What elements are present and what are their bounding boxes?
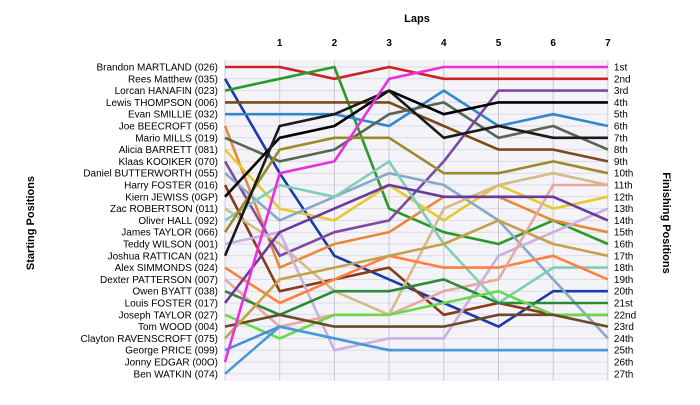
finishing-position-label: 11th [614, 181, 633, 192]
finishing-position-label: 7th [614, 133, 628, 144]
finishing-position-label: 5th [614, 110, 628, 121]
series-line-27 [224, 325, 608, 375]
starting-position-label: Joshua RATTICAN (021) [108, 251, 218, 262]
starting-position-label: Klaas KOOIKER (070) [119, 157, 218, 168]
starting-position-label: Lorcan HANAFIN (023) [115, 86, 218, 97]
finishing-position-label: 25th [614, 346, 633, 357]
starting-position-label: Alicia BARRETT (081) [119, 145, 218, 156]
finishing-position-label: 27th [614, 369, 633, 380]
lap-tick-label: 4 [441, 38, 447, 49]
series-line-26 [223, 65, 608, 363]
chart-title: Laps [404, 13, 430, 25]
series-line-15 [223, 136, 609, 233]
starting-position-label: James TAYLOR (066) [121, 228, 218, 239]
series-line-16 [224, 207, 609, 352]
series-line-3 [224, 65, 609, 246]
starting-position-label: Oliver HALL (092) [138, 216, 218, 227]
starting-position-label: Teddy WILSON (001) [123, 240, 218, 251]
finishing-position-label: 21st [614, 299, 633, 310]
series-line-23 [224, 313, 609, 328]
finishing-position-label: 18th [614, 263, 633, 274]
series-line-19 [224, 183, 608, 328]
finishing-position-label: 16th [614, 240, 633, 251]
lap-tick-label: 6 [550, 38, 556, 49]
starting-position-label: Rees Matthew (035) [128, 74, 218, 85]
lap-tick-label: 2 [332, 38, 338, 49]
lap-tick-label: 3 [386, 38, 392, 49]
series-line-12 [224, 89, 608, 198]
finishing-position-label: 19th [614, 275, 633, 286]
starting-position-label: Joe BEECROFT (056) [119, 122, 218, 133]
starting-position-label: Brandon MARTLAND (026) [96, 63, 218, 74]
finishing-position-label: 12th [614, 192, 633, 203]
finishing-position-label: 4th [614, 98, 628, 109]
starting-position-label: Kiern JEWISS (0GP) [125, 192, 218, 203]
labels-group: 1 2 3 4 5 6 7 Brandon MARTLAND (026)Rees Matthe… [81, 38, 637, 380]
starting-position-label: Jonny EDGAR (00O) [125, 358, 218, 369]
starting-position-label: Daniel BUTTERWORTH (055) [83, 169, 218, 180]
series-line-7 [224, 101, 609, 163]
series-line-21 [223, 183, 609, 304]
starting-position-label: Clayton RAVENSCROFT (075) [81, 334, 218, 345]
lap-tick-label: 7 [605, 38, 611, 49]
starting-position-label: George PRICE (099) [125, 346, 218, 357]
y-axis-left-title: Starting Positions [25, 176, 37, 270]
series-line-22 [224, 289, 608, 340]
starting-position-label: Zac ROBERTSON (011) [110, 204, 218, 215]
series-line-6 [223, 125, 609, 269]
starting-position-label: Joseph TAYLOR (027) [119, 310, 219, 321]
series-line-20 [224, 278, 608, 317]
finishing-position-label: 17th [614, 251, 633, 262]
starting-position-label: Mario MILLS (019) [135, 133, 218, 144]
finishing-position-label: 24th [614, 334, 633, 345]
finishing-position-label: 9th [614, 157, 628, 168]
finishing-position-label: 15th [614, 228, 633, 239]
series-line-10 [224, 171, 609, 340]
starting-position-label: Louis FOSTER (017) [125, 299, 218, 310]
finishing-position-label: 14th [614, 216, 633, 227]
finishing-position-label: 8th [614, 145, 628, 156]
y-axis-right-title: Finishing Positions [660, 172, 672, 273]
finishing-position-label: 22nd [614, 310, 636, 321]
starting-position-label: Lewis THOMPSON (006) [106, 98, 218, 109]
finishing-position-label: 20th [614, 287, 633, 298]
starting-position-label: Dexter PATTERSON (007) [100, 275, 218, 286]
starting-position-label: Evan SMILLIE (032) [128, 110, 218, 121]
series-group [223, 65, 609, 375]
finishing-position-label: 2nd [614, 74, 631, 85]
lap-tick-label: 5 [496, 38, 502, 49]
series-line-24 [224, 219, 609, 340]
finishing-position-label: 26th [614, 358, 633, 369]
starting-position-label: Owen BYATT (038) [132, 287, 218, 298]
series-line-17 [223, 89, 608, 257]
starting-position-label: Tom WOOD (004) [138, 322, 218, 333]
lap-tick-label: 1 [277, 38, 283, 49]
starting-position-label: Ben WATKIN (074) [134, 369, 218, 380]
finishing-position-label: 10th [614, 169, 633, 180]
finishing-position-label: 6th [614, 122, 628, 133]
series-line-14 [224, 160, 608, 305]
finishing-position-label: 3rd [614, 86, 628, 97]
series-line-11 [223, 184, 608, 317]
finishing-position-label: 13th [614, 204, 633, 215]
series-line-18 [224, 254, 609, 305]
starting-position-label: Alex SIMMONDS (024) [115, 263, 218, 274]
finishing-position-label: 1st [614, 63, 628, 74]
finishing-position-label: 23rd [614, 322, 634, 333]
starting-position-label: Harry FOSTER (016) [124, 181, 218, 192]
